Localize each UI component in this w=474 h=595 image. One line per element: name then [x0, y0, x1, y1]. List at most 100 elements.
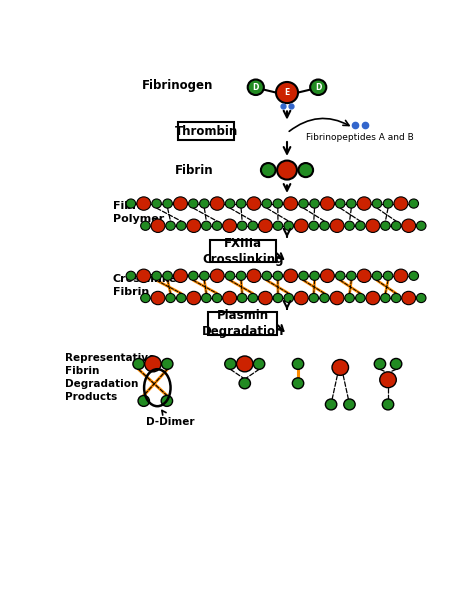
- Circle shape: [258, 219, 273, 233]
- Circle shape: [356, 293, 365, 303]
- Circle shape: [151, 219, 165, 233]
- Circle shape: [383, 271, 393, 280]
- Text: Thrombin: Thrombin: [174, 125, 238, 138]
- Circle shape: [332, 359, 348, 375]
- Circle shape: [284, 269, 298, 283]
- Circle shape: [262, 271, 272, 280]
- Circle shape: [336, 199, 345, 208]
- Circle shape: [292, 358, 304, 369]
- Circle shape: [356, 221, 365, 230]
- Circle shape: [173, 197, 187, 210]
- Circle shape: [248, 80, 264, 95]
- Circle shape: [145, 356, 161, 372]
- Circle shape: [299, 163, 313, 177]
- Circle shape: [372, 271, 382, 280]
- Circle shape: [152, 271, 161, 280]
- Circle shape: [320, 269, 334, 283]
- Circle shape: [166, 221, 175, 230]
- Text: D: D: [253, 83, 259, 92]
- Circle shape: [391, 358, 402, 369]
- Circle shape: [357, 269, 371, 283]
- Circle shape: [261, 163, 275, 177]
- Circle shape: [409, 199, 419, 208]
- Circle shape: [374, 358, 386, 369]
- Circle shape: [137, 197, 151, 210]
- Circle shape: [284, 197, 298, 210]
- Circle shape: [392, 293, 401, 303]
- Circle shape: [310, 199, 319, 208]
- Circle shape: [223, 292, 237, 305]
- Circle shape: [417, 221, 426, 230]
- Circle shape: [225, 358, 236, 369]
- Circle shape: [394, 269, 408, 283]
- FancyBboxPatch shape: [210, 240, 275, 262]
- Circle shape: [330, 219, 344, 233]
- Circle shape: [162, 358, 173, 369]
- Circle shape: [357, 197, 371, 210]
- Circle shape: [126, 199, 136, 208]
- Circle shape: [284, 293, 293, 303]
- Circle shape: [189, 271, 198, 280]
- Circle shape: [346, 271, 356, 280]
- Circle shape: [176, 221, 186, 230]
- Circle shape: [137, 269, 151, 283]
- Circle shape: [126, 271, 136, 280]
- Circle shape: [383, 399, 394, 410]
- Circle shape: [381, 293, 390, 303]
- Circle shape: [151, 292, 165, 305]
- Circle shape: [225, 271, 235, 280]
- Circle shape: [201, 293, 211, 303]
- FancyBboxPatch shape: [178, 122, 234, 140]
- Circle shape: [152, 199, 161, 208]
- Circle shape: [345, 293, 355, 303]
- Circle shape: [345, 221, 355, 230]
- Circle shape: [225, 199, 235, 208]
- Circle shape: [247, 197, 261, 210]
- Circle shape: [166, 293, 175, 303]
- Text: Fibrin
Polymer: Fibrin Polymer: [112, 201, 164, 224]
- Circle shape: [409, 271, 419, 280]
- Circle shape: [294, 219, 308, 233]
- Circle shape: [320, 221, 329, 230]
- Circle shape: [344, 399, 355, 410]
- Circle shape: [239, 378, 250, 389]
- Circle shape: [401, 292, 416, 305]
- Circle shape: [330, 292, 344, 305]
- Circle shape: [187, 292, 201, 305]
- Text: Fibrinogen: Fibrinogen: [142, 79, 213, 92]
- Circle shape: [200, 271, 209, 280]
- Circle shape: [248, 221, 258, 230]
- Circle shape: [320, 197, 334, 210]
- Circle shape: [366, 219, 380, 233]
- Circle shape: [237, 293, 247, 303]
- Circle shape: [346, 199, 356, 208]
- Circle shape: [294, 292, 308, 305]
- Circle shape: [163, 271, 173, 280]
- Circle shape: [383, 199, 393, 208]
- Circle shape: [237, 199, 246, 208]
- Circle shape: [173, 269, 187, 283]
- Circle shape: [273, 271, 283, 280]
- Text: D-Dimer: D-Dimer: [146, 411, 194, 427]
- Circle shape: [223, 219, 237, 233]
- Text: Plasmin
Degradation: Plasmin Degradation: [202, 309, 284, 338]
- Circle shape: [237, 271, 246, 280]
- Circle shape: [394, 197, 408, 210]
- Circle shape: [273, 221, 283, 230]
- Circle shape: [163, 199, 173, 208]
- Text: D: D: [315, 83, 321, 92]
- Circle shape: [336, 271, 345, 280]
- Circle shape: [273, 199, 283, 208]
- Circle shape: [141, 293, 150, 303]
- Circle shape: [212, 221, 222, 230]
- Circle shape: [247, 269, 261, 283]
- Circle shape: [392, 221, 401, 230]
- Circle shape: [138, 396, 149, 406]
- FancyBboxPatch shape: [209, 312, 277, 334]
- Circle shape: [417, 293, 426, 303]
- Circle shape: [201, 221, 211, 230]
- Circle shape: [276, 82, 298, 103]
- Circle shape: [401, 219, 416, 233]
- Circle shape: [187, 219, 201, 233]
- Circle shape: [284, 221, 293, 230]
